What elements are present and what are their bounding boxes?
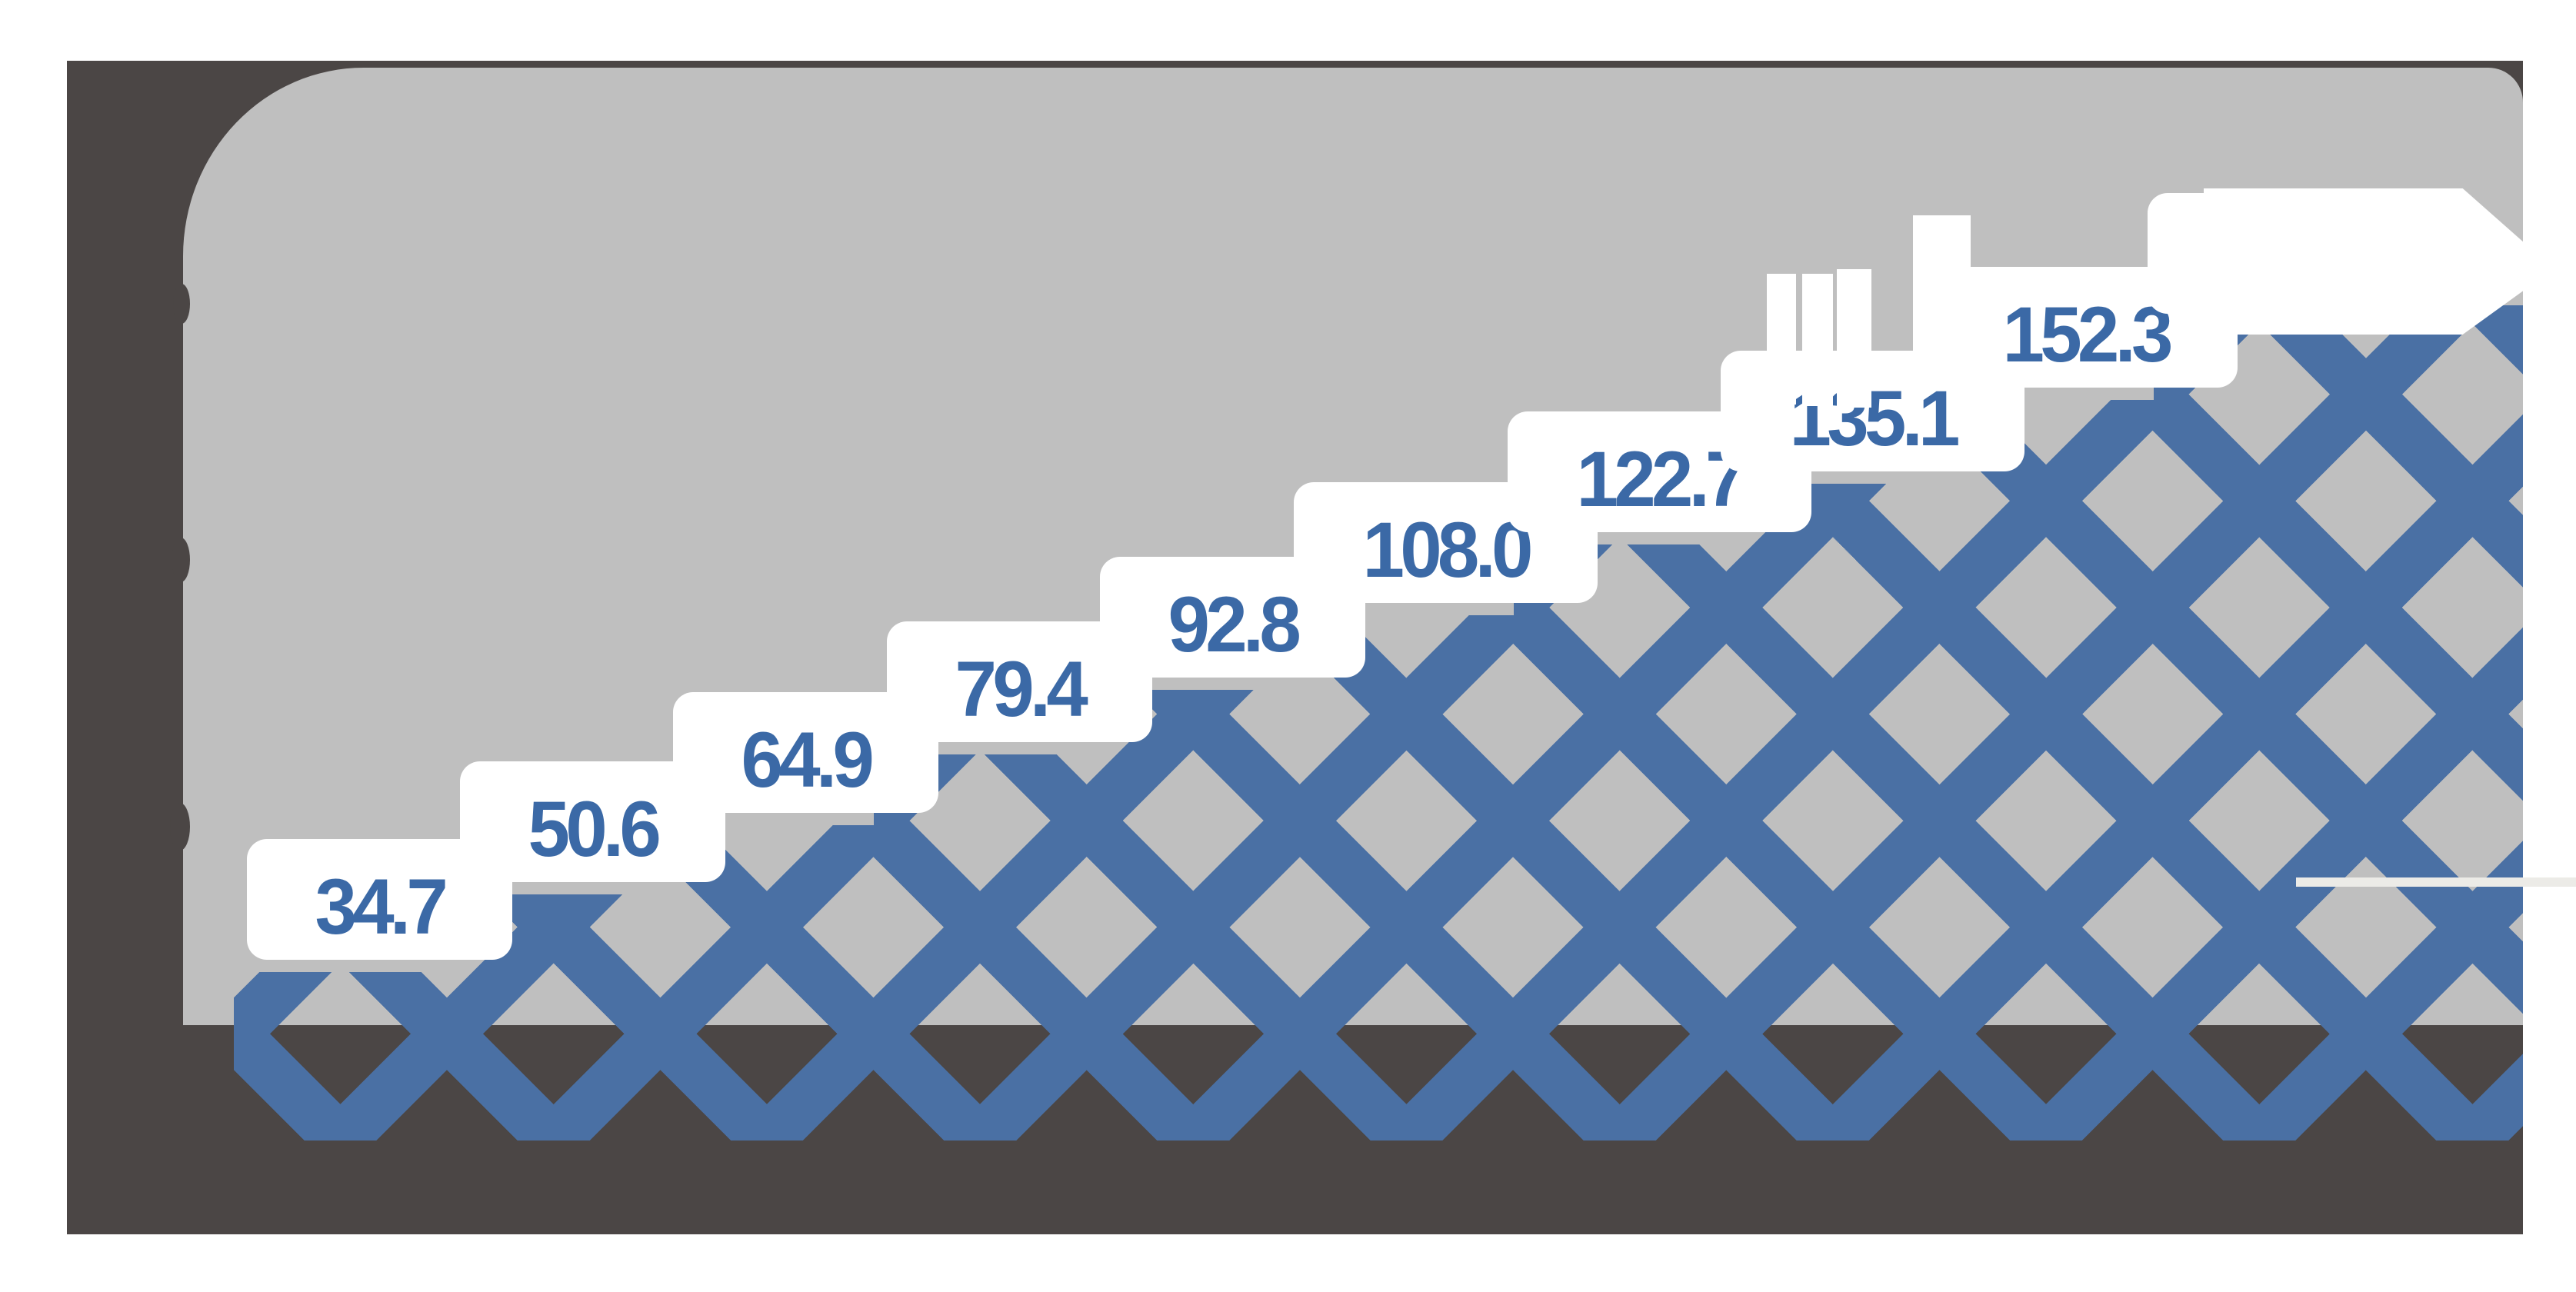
plot-edge-notch [173,284,190,324]
data-label-callout: 50.6 [460,761,725,882]
plot-edge-notch [170,803,190,851]
data-label-callout: 122.7 [1508,411,1811,532]
data-label-text: 108.0 [1362,506,1533,594]
chart-board: 34.7 50.6 64.9 79.4 92.8 108.0 122.7 135.1 152.3… [67,61,2576,1234]
data-label-text: 64.9 [741,716,875,804]
gridline-fragment [2296,877,2576,887]
data-label-text: 34.7 [315,863,448,951]
data-label-text: 152.3 [2002,291,2173,378]
data-label-text: 92.8 [1168,581,1301,668]
artifact-block [1913,215,1971,369]
data-label-text: 122.7 [1576,435,1747,523]
plot-edge-notch [172,538,190,582]
artifact-stripe [1837,269,1871,408]
artifact-stripe [1802,274,1833,406]
data-label-text: 50.6 [528,785,661,873]
artifact-stripe [1767,274,1796,405]
data-label-text: 79.4 [955,645,1088,733]
data-label-callout: 34.7 [247,839,512,960]
